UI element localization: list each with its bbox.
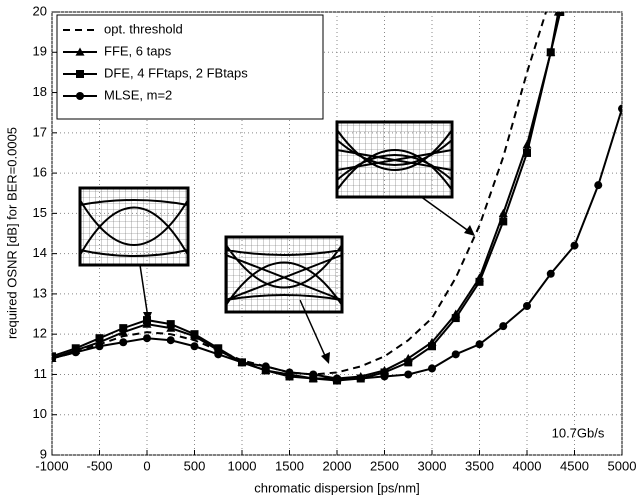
- y-tick-label: 20: [33, 3, 47, 18]
- legend-label: MLSE, m=2: [104, 87, 172, 102]
- marker: [451, 350, 460, 359]
- marker: [76, 70, 84, 78]
- legend: opt. threshold FFE, 6 taps DFE, 4 FFtaps, …: [63, 21, 248, 102]
- marker: [143, 316, 151, 325]
- marker: [546, 48, 555, 57]
- marker: [380, 368, 389, 377]
- marker: [309, 374, 318, 383]
- x-tick-label: 4000: [513, 458, 542, 473]
- marker: [190, 342, 199, 351]
- eye-inset: [335, 120, 475, 236]
- x-tick-label: 1000: [228, 458, 257, 473]
- marker: [380, 372, 389, 381]
- marker: [333, 374, 341, 383]
- y-axis-label: required OSNR [dB] for BER=0.0005: [4, 127, 19, 339]
- series-group: [52, 12, 622, 385]
- marker: [95, 342, 104, 351]
- marker: [428, 342, 436, 351]
- x-axis-label: chromatic dispersion [ps/nm]: [254, 480, 419, 495]
- y-tick-label: 10: [33, 406, 47, 421]
- marker: [404, 370, 413, 379]
- legend-label: opt. threshold: [104, 21, 183, 36]
- x-tick-label: 2500: [370, 458, 399, 473]
- y-tick-label: 12: [33, 326, 47, 341]
- marker: [214, 350, 223, 359]
- marker: [75, 47, 85, 56]
- marker: [76, 92, 84, 100]
- marker: [523, 301, 531, 310]
- marker: [166, 320, 175, 329]
- marker: [261, 366, 270, 375]
- y-tick-label: 11: [34, 366, 48, 381]
- marker: [451, 314, 460, 323]
- marker: [475, 340, 484, 349]
- marker: [143, 334, 151, 343]
- marker: [309, 370, 318, 379]
- marker: [119, 338, 128, 347]
- legend-box: [56, 14, 324, 120]
- x-tick-label: 4500: [560, 458, 589, 473]
- x-tick-label: 3000: [418, 458, 447, 473]
- marker: [166, 336, 175, 345]
- marker: [214, 344, 223, 353]
- marker: [285, 372, 294, 381]
- marker: [71, 344, 80, 353]
- marker: [618, 104, 622, 113]
- marker: [556, 12, 565, 16]
- marker: [570, 241, 579, 250]
- marker: [119, 324, 128, 333]
- x-tick-label: 0: [143, 458, 150, 473]
- marker: [475, 277, 484, 286]
- annotation: 10.7Gb/s: [552, 425, 605, 440]
- legend-label: DFE, 4 FFtaps, 2 FBtaps: [104, 65, 248, 80]
- marker: [499, 217, 508, 226]
- marker: [52, 354, 56, 363]
- y-tick-label: 14: [33, 245, 47, 260]
- x-tick-label: 3500: [465, 458, 494, 473]
- y-tick-label: 19: [33, 44, 47, 59]
- marker: [546, 269, 555, 278]
- eye-inset: [78, 186, 190, 322]
- y-tick-label: 13: [33, 285, 47, 300]
- marker: [71, 348, 80, 357]
- y-tick-label: 15: [33, 205, 47, 220]
- y-tick-label: 9: [40, 446, 47, 461]
- marker: [285, 368, 294, 377]
- y-tick-label: 16: [33, 165, 47, 180]
- x-tick-label: 1500: [275, 458, 304, 473]
- x-tick-label: 500: [184, 458, 206, 473]
- x-tick-label: 2000: [323, 458, 352, 473]
- x-tick-label: -1000: [35, 458, 68, 473]
- marker: [95, 334, 104, 343]
- legend-label: FFE, 6 taps: [104, 43, 172, 58]
- eye-inset: [224, 235, 344, 364]
- marker: [404, 358, 413, 367]
- x-tick-label: 5000: [608, 458, 636, 473]
- series-line: [52, 12, 547, 376]
- marker: [261, 362, 270, 371]
- marker: [238, 358, 246, 367]
- marker: [594, 181, 603, 190]
- marker: [190, 330, 199, 339]
- marker: [523, 148, 531, 157]
- marker: [499, 322, 508, 331]
- x-tick-label: -500: [86, 458, 112, 473]
- y-tick-label: 18: [33, 84, 47, 99]
- marker: [428, 364, 436, 373]
- y-tick-label: 17: [33, 124, 47, 139]
- marker: [356, 374, 365, 383]
